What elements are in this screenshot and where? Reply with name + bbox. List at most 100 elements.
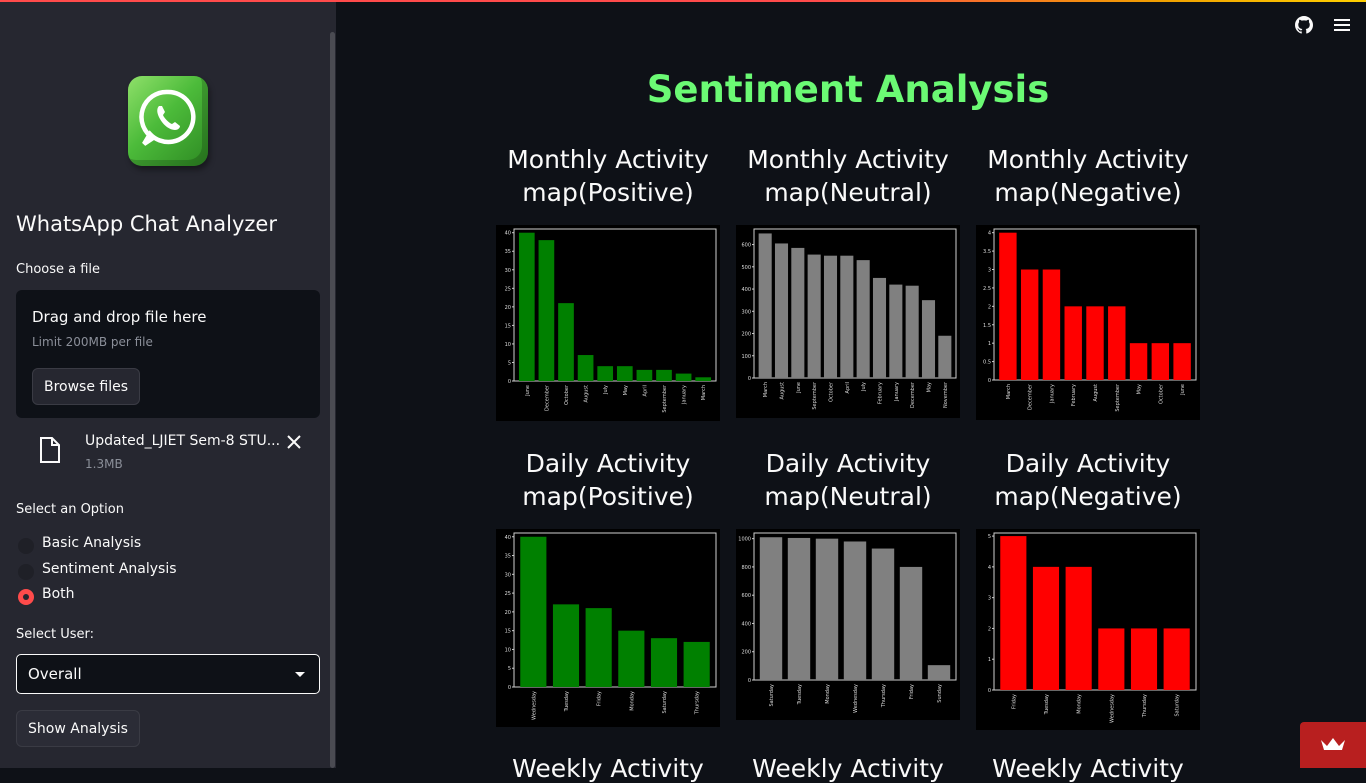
chart-bar [999,232,1017,380]
y-tick-label: 3.5 [983,249,991,255]
y-tick-label: 35 [505,554,511,560]
y-tick-label: 800 [741,565,751,571]
user-select[interactable]: Overall [16,654,320,694]
x-tick-label: February [1071,384,1077,406]
chart-bar [774,243,789,378]
chart-title-monthly-negative: Monthly Activity map(Negative) [987,145,1189,207]
x-tick-label: Friday [1011,694,1017,709]
chart-title-weekly-negative: Weekly Activity [992,754,1184,783]
chart-bar [1108,306,1126,380]
y-tick-label: 30 [505,268,511,274]
bar-chart-svg: 0 200 400 600 800 1000 Saturday Tuesday Monday We… [736,529,960,720]
y-tick-label: 2 [988,626,991,632]
uploaded-file-size: 1.3MB [85,457,123,471]
chart-bar [552,604,580,687]
x-tick-label: September [662,384,668,413]
chart-bar [616,366,633,381]
chart-bar [577,355,594,381]
y-tick-label: 2.5 [983,286,991,292]
github-icon[interactable] [1295,16,1313,34]
chart-bar [1151,343,1170,380]
y-tick-label: 0 [748,376,751,382]
chart-monthly-neutral: 0 100 200 300 400 500 600 March August June Septem… [736,225,960,418]
close-icon[interactable] [286,434,302,450]
y-tick-label: 0 [988,378,991,384]
bar-chart-svg: 0 100 200 300 400 500 600 March August June Septem… [736,225,960,418]
x-tick-label: Sunday [937,684,943,703]
bar-chart-svg: 0 5 10 15 20 25 30 35 40 Wednesday Tuesday Friday Mo… [496,529,720,727]
x-tick-label: Thursday [881,684,887,708]
y-tick-label: 1000 [738,537,751,543]
y-tick-label: 1 [988,341,991,347]
file-dropzone[interactable]: Drag and drop file here Limit 200MB per … [16,290,320,418]
chart-bar [787,537,811,680]
x-tick-label: March [701,385,707,400]
y-tick-label: 5 [988,534,991,540]
page-title: Sentiment Analysis [646,68,1050,111]
y-tick-label: 400 [741,287,751,293]
y-tick-label: 100 [741,354,751,360]
chart-bar [927,665,951,680]
chart-bar [1173,343,1191,380]
x-tick-label: Thursday [1142,694,1148,718]
chart-monthly-positive: 0 5 10 15 20 25 30 35 40 June December October Augus… [496,225,720,421]
x-tick-label: December [1028,383,1034,410]
y-tick-label: 500 [741,265,751,271]
chart-bar [1042,269,1061,380]
chart-bar [823,255,838,378]
plot-frame [513,532,717,688]
x-tick-label: July [861,382,867,392]
chart-bar [518,232,535,381]
x-tick-label: Tuesday [1044,694,1050,715]
chart-bar [675,373,692,381]
x-tick-label: October [1158,383,1164,404]
x-tick-label: June [796,382,802,394]
chart-bar [558,303,574,381]
chevron-down-icon[interactable] [295,672,305,677]
chart-bar [759,537,783,680]
x-tick-label: September [1115,383,1121,412]
radio-label: Sentiment Analysis [42,561,177,577]
chart-daily-positive: 0 5 10 15 20 25 30 35 40 Wednesday Tuesday Friday Mo… [496,529,720,727]
chart-bar [889,284,903,378]
bar-chart-svg: 0 5 10 15 20 25 30 35 40 June December October Augus… [496,225,720,421]
x-tick-label: August [584,385,590,403]
y-tick-label: 30 [505,572,511,578]
browse-files-button[interactable]: Browse files [32,368,140,405]
chart-bar [1064,306,1082,380]
y-tick-label: 3 [988,268,991,274]
chart-bar [807,254,821,378]
chart-daily-neutral: 0 200 400 600 800 1000 Saturday Tuesday Monday We… [736,529,960,720]
y-tick-label: 35 [505,249,511,255]
radio-label: Both [42,586,75,602]
chart-bar [695,377,712,381]
bar-chart-svg: 0 0.5 1 1.5 2 2.5 3 3.5 4 March December January Feb… [976,225,1200,420]
x-tick-label: December [910,381,916,408]
chart-bar [815,538,839,680]
crown-icon [1321,738,1345,750]
chart-monthly-negative: 0 0.5 1 1.5 2 2.5 3 3.5 4 March December January Feb… [976,225,1200,420]
y-tick-label: 40 [505,231,511,237]
radio-circle[interactable] [18,564,34,580]
option-label: Select an Option [16,502,124,517]
radio-circle-selected[interactable] [18,589,34,605]
x-tick-label: Tuesday [797,684,803,705]
x-tick-label: Tuesday [564,691,570,712]
y-tick-label: 600 [741,593,751,599]
y-tick-label: 15 [505,323,511,329]
hamburger-menu-icon[interactable] [1334,18,1350,32]
file-icon [40,437,60,463]
y-tick-label: 3 [988,596,991,602]
x-tick-label: Friday [909,684,915,699]
y-tick-label: 0 [508,685,511,691]
y-tick-label: 4 [988,231,991,237]
show-analysis-button[interactable]: Show Analysis [16,710,140,747]
radio-circle[interactable] [18,538,34,554]
x-tick-label: January [682,385,688,405]
streamlit-badge[interactable] [1300,722,1366,768]
x-tick-label: March [763,382,769,397]
sidebar-scrollbar[interactable] [330,32,335,768]
app-title: WhatsApp Chat Analyzer [16,212,277,236]
x-tick-label: April [642,385,648,396]
chart-bar [758,233,772,378]
